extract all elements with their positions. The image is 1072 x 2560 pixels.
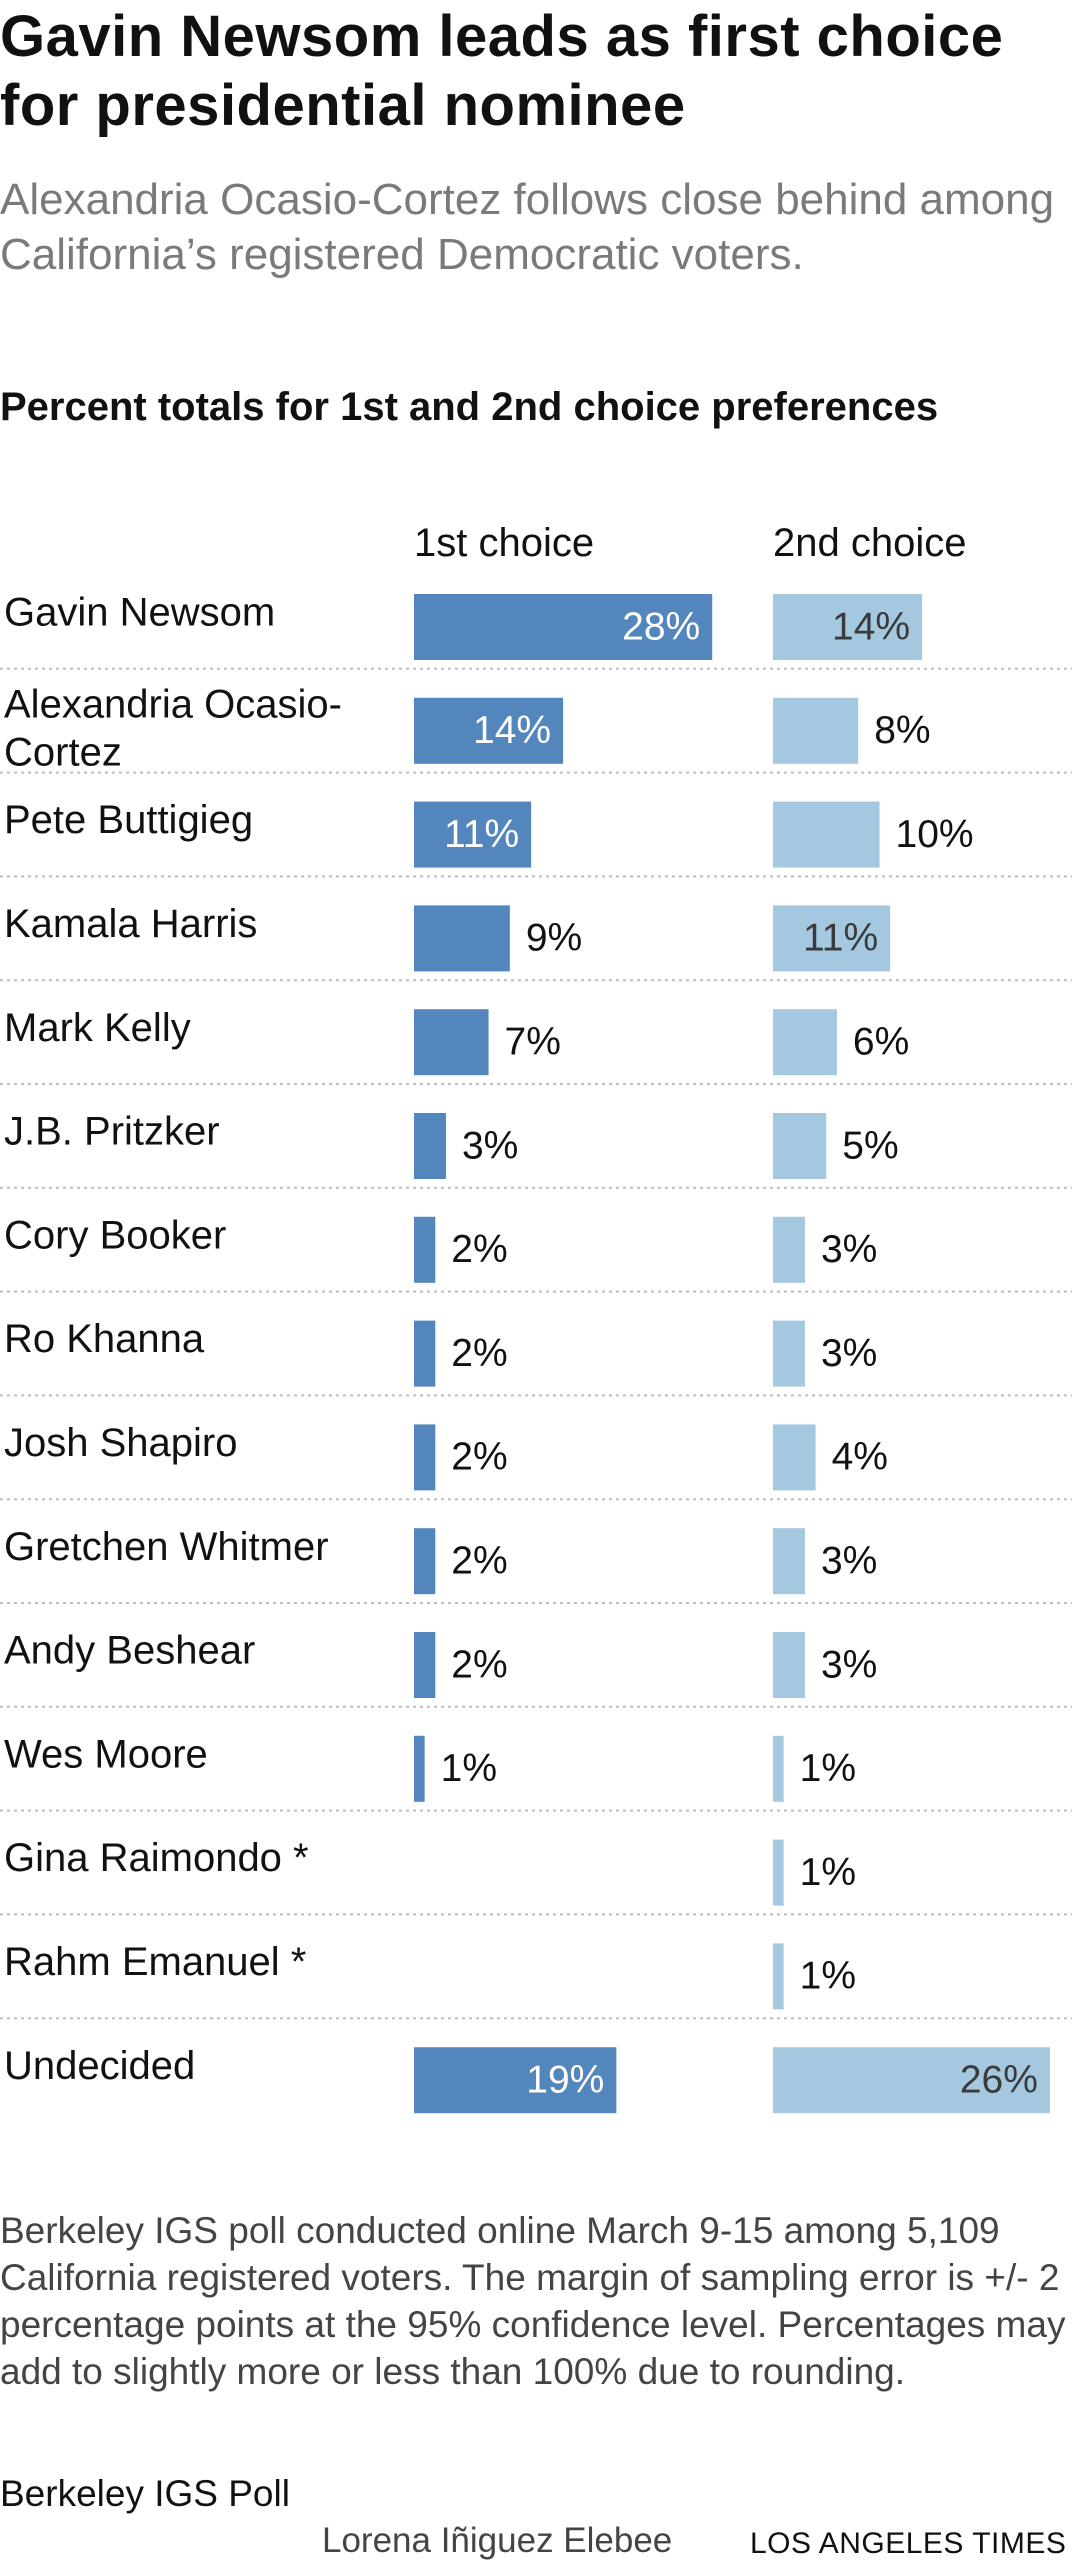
bar-2nd-choice-gretchen-whitmer — [773, 1528, 805, 1595]
bar-2nd-choice-cory-booker — [773, 1216, 805, 1283]
category-label-andy-beshear: Andy Beshear — [4, 1629, 255, 1673]
bar-2nd-choice-alexandria-ocasio-cortez — [773, 697, 859, 764]
bar-2nd-choice-gavin-newsom — [773, 594, 923, 660]
value-label-1st-choice-gavin-newsom: 28% — [622, 605, 700, 648]
bar-1st-choice-ro-khanna — [414, 1320, 436, 1387]
publisher-logo: LOS ANGELES TIMES — [750, 2527, 1067, 2560]
bar-1st-choice-gretchen-whitmer — [414, 1528, 436, 1595]
graphic-credit: Lorena Iñiguez Elebee — [322, 2521, 673, 2560]
bar-2nd-choice-ro-khanna — [773, 1320, 805, 1387]
category-label-kamala-harris: Kamala Harris — [4, 902, 257, 946]
value-label-1st-choice-kamala-harris: 9% — [526, 917, 582, 960]
value-label-1st-choice-mark-kelly: 7% — [505, 1020, 561, 1063]
value-label-2nd-choice-andy-beshear: 3% — [821, 1643, 877, 1686]
category-label-alexandria-ocasio-cortez-line-2: Cortez — [4, 730, 122, 774]
category-label-ro-khanna: Ro Khanna — [4, 1317, 205, 1361]
bar-1st-choice-pete-buttigieg — [414, 801, 532, 868]
value-label-1st-choice-j-b-pritzker: 3% — [462, 1124, 518, 1167]
value-label-2nd-choice-gretchen-whitmer: 3% — [821, 1539, 877, 1582]
bar-1st-choice-j-b-pritzker — [414, 1113, 446, 1179]
bar-1st-choice-andy-beshear — [414, 1632, 436, 1698]
value-label-2nd-choice-gina-raimondo: 1% — [800, 1851, 856, 1894]
category-label-gretchen-whitmer: Gretchen Whitmer — [4, 1525, 329, 1569]
value-label-1st-choice-cory-booker: 2% — [451, 1228, 507, 1271]
bar-2nd-choice-undecided — [773, 2047, 1050, 2114]
value-label-1st-choice-josh-shapiro: 2% — [451, 1436, 507, 1479]
column-header-2nd-choice: 2nd choice — [773, 521, 967, 565]
value-label-2nd-choice-josh-shapiro: 4% — [832, 1436, 888, 1479]
category-label-undecided: Undecided — [4, 2044, 195, 2088]
category-label-gavin-newsom: Gavin Newsom — [4, 591, 275, 635]
source-line: Berkeley IGS Poll — [0, 2473, 290, 2514]
bar-1st-choice-undecided — [414, 2047, 617, 2114]
value-label-1st-choice-andy-beshear: 2% — [451, 1643, 507, 1686]
value-label-2nd-choice-rahm-emanuel: 1% — [800, 1955, 856, 1998]
value-label-1st-choice-undecided: 19% — [526, 2058, 604, 2101]
value-label-2nd-choice-kamala-harris: 11% — [803, 917, 878, 960]
category-label-mark-kelly: Mark Kelly — [4, 1006, 191, 1050]
bar-2nd-choice-kamala-harris — [773, 905, 891, 972]
value-label-1st-choice-wes-moore: 1% — [441, 1747, 497, 1790]
value-label-1st-choice-alexandria-ocasio-cortez: 14% — [473, 709, 551, 752]
chart-title: Percent totals for 1st and 2nd choice pr… — [0, 385, 939, 429]
bar-1st-choice-wes-moore — [414, 1735, 425, 1802]
value-label-2nd-choice-gavin-newsom: 14% — [832, 605, 910, 648]
category-label-pete-buttigieg: Pete Buttigieg — [4, 798, 253, 842]
bar-2nd-choice-josh-shapiro — [773, 1424, 816, 1491]
bar-1st-choice-alexandria-ocasio-cortez — [414, 697, 564, 764]
value-label-1st-choice-ro-khanna: 2% — [451, 1332, 507, 1375]
value-label-2nd-choice-cory-booker: 3% — [821, 1228, 877, 1271]
category-label-gina-raimondo: Gina Raimondo * — [4, 1836, 309, 1880]
methodology-note: Berkeley IGS poll conducted online March… — [0, 2210, 1066, 2392]
headline: Gavin Newsom leads as first choice for p… — [0, 4, 1004, 138]
category-label-josh-shapiro: Josh Shapiro — [4, 1421, 237, 1465]
bar-1st-choice-gavin-newsom — [414, 594, 713, 660]
bar-2nd-choice-pete-buttigieg — [773, 801, 880, 868]
category-label-rahm-emanuel: Rahm Emanuel * — [4, 1940, 306, 1984]
value-label-2nd-choice-pete-buttigieg: 10% — [896, 813, 974, 856]
bar-2nd-choice-andy-beshear — [773, 1632, 805, 1698]
value-label-2nd-choice-undecided: 26% — [960, 2058, 1038, 2101]
category-label-alexandria-ocasio-cortez-line-1: Alexandria Ocasio- — [4, 682, 342, 726]
value-label-2nd-choice-ro-khanna: 3% — [821, 1332, 877, 1375]
bar-2nd-choice-rahm-emanuel — [773, 1943, 784, 2010]
bar-1st-choice-cory-booker — [414, 1216, 436, 1283]
column-header-1st-choice: 1st choice — [414, 521, 595, 565]
category-label-wes-moore: Wes Moore — [4, 1732, 208, 1776]
value-label-2nd-choice-alexandria-ocasio-cortez: 8% — [874, 709, 930, 752]
category-label-j-b-pritzker: J.B. Pritzker — [4, 1110, 220, 1154]
bar-2nd-choice-mark-kelly — [773, 1009, 837, 1076]
category-label-cory-booker: Cory Booker — [4, 1213, 226, 1257]
value-label-2nd-choice-mark-kelly: 6% — [853, 1020, 909, 1063]
bar-2nd-choice-wes-moore — [773, 1735, 784, 1802]
bar-1st-choice-mark-kelly — [414, 1009, 489, 1076]
value-label-1st-choice-pete-buttigieg: 11% — [444, 813, 519, 856]
bar-2nd-choice-gina-raimondo — [773, 1839, 784, 1906]
value-label-2nd-choice-wes-moore: 1% — [800, 1747, 856, 1790]
value-label-2nd-choice-j-b-pritzker: 5% — [842, 1124, 898, 1167]
bar-1st-choice-kamala-harris — [414, 905, 510, 972]
bar-2nd-choice-j-b-pritzker — [773, 1113, 827, 1179]
bar-1st-choice-josh-shapiro — [414, 1424, 436, 1491]
bar-chart: Gavin Newsom 28% 14% Alexandria Ocasio-Cort… — [0, 591, 1072, 2114]
value-label-1st-choice-gretchen-whitmer: 2% — [451, 1539, 507, 1582]
subheadline: Alexandria Ocasio-Cortez follows close b… — [0, 175, 1055, 279]
